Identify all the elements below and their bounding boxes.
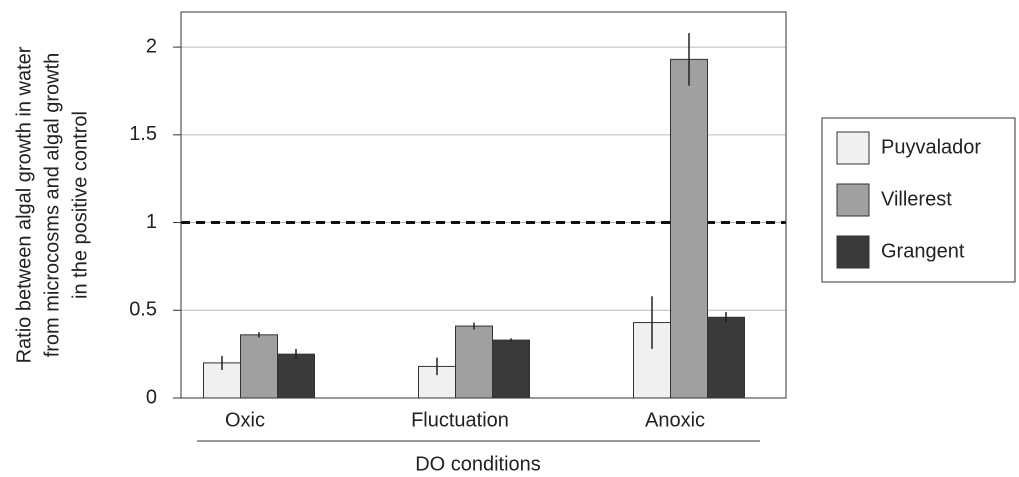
y-tick-label: 1.5 — [129, 123, 157, 145]
bar — [492, 339, 530, 399]
legend-swatch — [836, 235, 870, 269]
legend-swatch — [836, 131, 870, 165]
x-tick-label: Anoxic — [645, 409, 705, 431]
y-axis-title: Ratio between algal growth in water — [13, 46, 35, 363]
y-tick-label: 0 — [146, 386, 157, 408]
legend-label: Grangent — [881, 240, 965, 262]
y-tick-label: 0.5 — [129, 299, 157, 321]
bar — [455, 325, 493, 399]
bar — [670, 58, 708, 399]
y-tick-label: 2 — [146, 35, 157, 57]
bar — [277, 353, 315, 399]
bar — [707, 316, 745, 399]
y-tick-label: 1 — [146, 211, 157, 233]
x-tick-label: Oxic — [225, 409, 265, 431]
legend-label: Villerest — [881, 188, 952, 210]
plot-frame — [180, 11, 787, 399]
x-tick-label: Fluctuation — [411, 409, 509, 431]
y-axis-title: in the positive control — [69, 111, 91, 299]
x-axis-title: DO conditions — [415, 453, 541, 475]
y-axis-title: from microcosms and algal growth — [41, 53, 63, 358]
bar — [240, 334, 278, 399]
legend-label: Puyvalador — [881, 136, 981, 158]
legend-swatch — [836, 183, 870, 217]
